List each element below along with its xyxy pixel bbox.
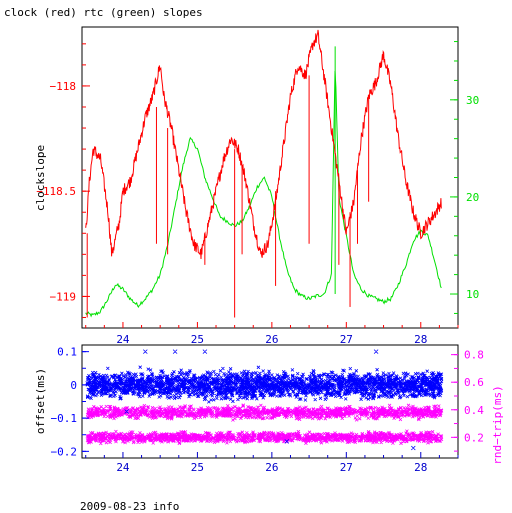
top-y-axis-label: clockslope [34, 145, 47, 211]
bottom-y-left-tick-label: 0 [70, 379, 77, 392]
bottom-y-left-tick-label: −0.2 [51, 445, 78, 458]
bottom-x-tick-label: 25 [191, 461, 204, 474]
bottom-y-left-axis-label: offset(ms) [34, 368, 47, 434]
top-x-tick-label: 27 [340, 333, 353, 346]
bottom-y-right-axis-label: rnd−trip(ms) [491, 385, 504, 464]
footer-label: 2009-08-23 info [80, 500, 180, 513]
top-x-tick-label: 28 [414, 333, 427, 346]
top-y-left-tick-label: −118 [50, 80, 77, 93]
top-x-tick-label: 24 [116, 333, 130, 346]
bottom-y-left-tick-label: −0.1 [51, 412, 78, 425]
top-x-tick-label: 26 [265, 333, 278, 346]
bottom-panel: 24 25 26 27 28 0.1 0 −0.1 −0.2 0.8 0.6 0.4 0.2 offset… [34, 344, 504, 474]
series-offset-points [85, 349, 444, 451]
series-rtc-line [85, 70, 442, 318]
top-panel: 24 25 26 27 28 −118 −118.5 −119 10 20 30 clockslope [34, 26, 479, 346]
top-x-tick-label: 25 [191, 333, 204, 346]
top-plot-frame [81, 26, 459, 329]
series-clock-line [85, 29, 442, 260]
chart-title: clock (red) rtc (green) slopes [4, 6, 203, 19]
bottom-y-left-tick-label: 0.1 [57, 346, 77, 359]
bottom-x-tick-label: 27 [340, 461, 353, 474]
top-y-right-tick-label: 10 [466, 288, 479, 301]
bottom-y-right-tick-label: 0.8 [464, 349, 484, 362]
bottom-y-right-tick-label: 0.2 [464, 431, 484, 444]
top-y-left-tick-label: −118.5 [36, 185, 76, 198]
bottom-y-right-tick-label: 0.6 [464, 376, 484, 389]
top-y-left-tick-label: −119 [50, 290, 77, 303]
series-rndtrip-points [85, 403, 444, 446]
top-y-right-tick-label: 30 [466, 94, 479, 107]
top-y-right-tick-label: 20 [466, 191, 479, 204]
bottom-y-right-tick-label: 0.4 [464, 404, 484, 417]
bottom-x-tick-label: 24 [116, 461, 130, 474]
bottom-x-tick-label: 28 [414, 461, 427, 474]
bottom-x-tick-label: 26 [265, 461, 278, 474]
